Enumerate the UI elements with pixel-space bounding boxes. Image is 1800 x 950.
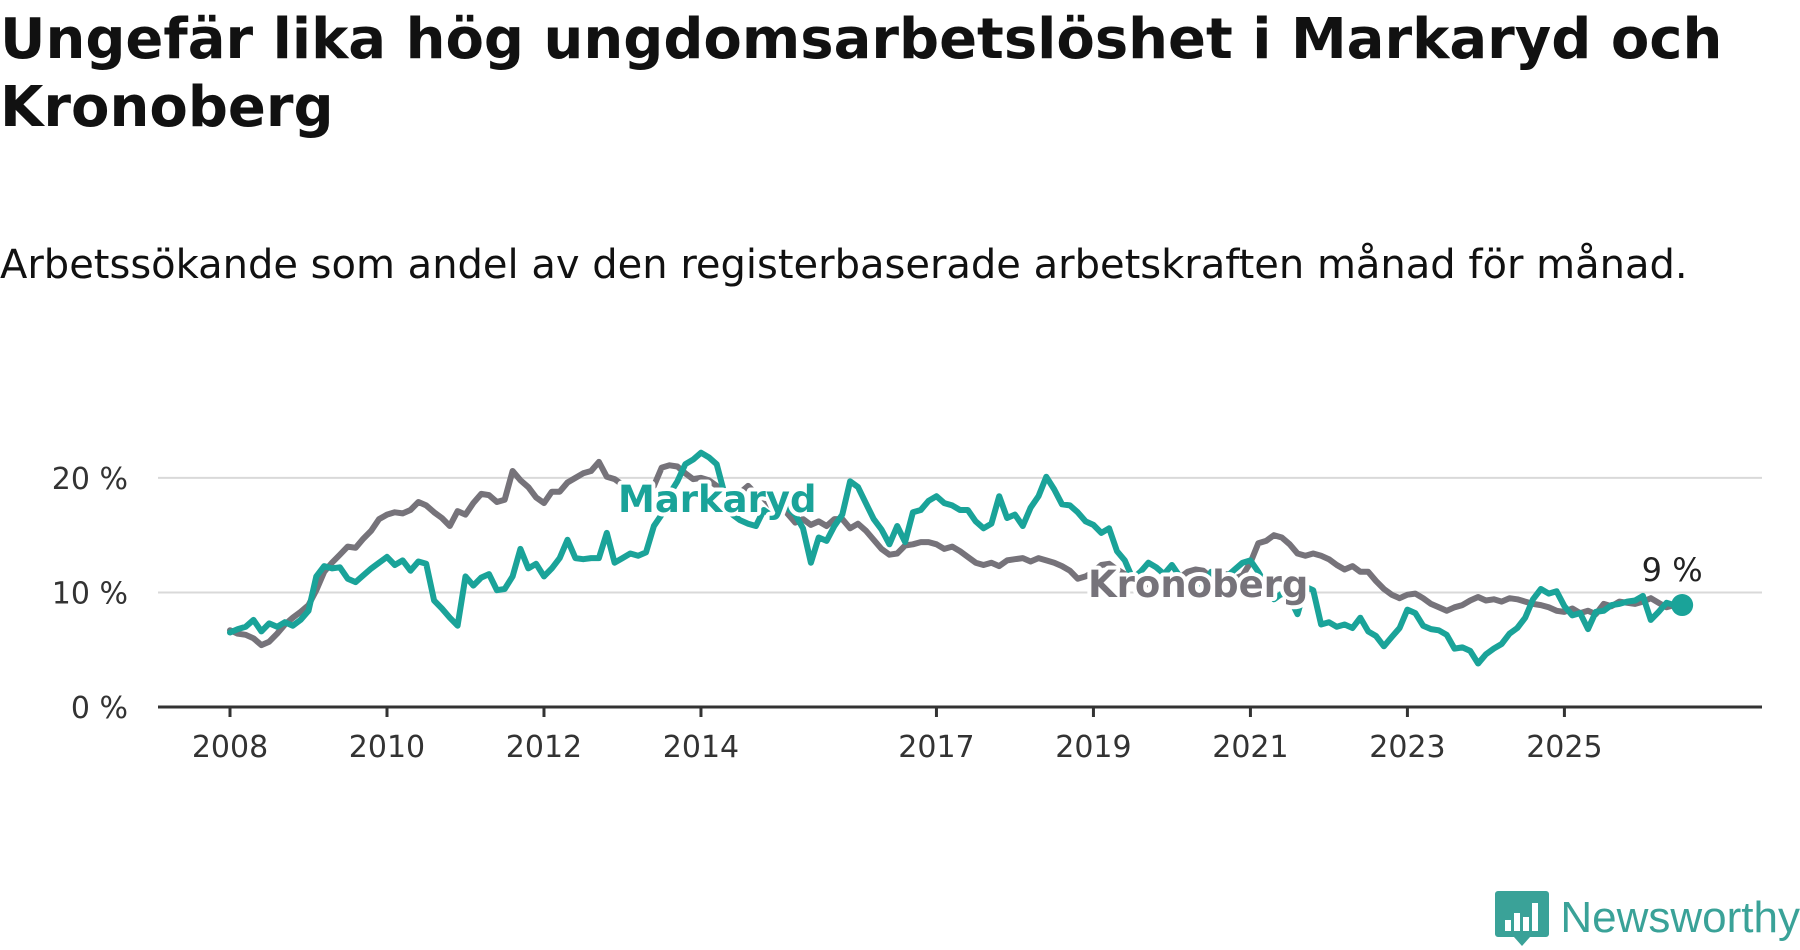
series-label-markaryd: Markaryd [618,478,816,521]
x-tick-label: 2017 [898,730,974,765]
gridlines [158,476,1762,594]
y-tick-label: 0 % [71,691,128,726]
series-label-kronoberg: Kronoberg [1088,563,1308,606]
endpoint-value-label: 9 % [1642,551,1703,589]
x-tick-label: 2014 [663,730,739,765]
x-tick-label: 2025 [1526,730,1602,765]
x-tick-label: 2010 [349,730,425,765]
endpoint-marker [1671,594,1694,617]
x-tick-label: 2021 [1212,730,1288,765]
x-tick-label: 2023 [1369,730,1445,765]
x-tick-label: 2008 [192,730,268,765]
x-tick-label: 2012 [506,730,582,765]
series-labels: 9 % Markaryd Kronoberg [614,474,1706,610]
newsworthy-wordmark: Newsworthy [1560,893,1800,942]
chart-title: Ungefär lika hög ungdomsarbetslöshet i M… [0,7,1723,140]
series-lines [227,449,1694,667]
series-line-kronoberg [227,458,1686,649]
series-line-markaryd [227,449,1686,667]
chart-subtitle: Arbetssökande som andel av den registerb… [0,242,1688,288]
newsworthy-logo: Newsworthy [1494,886,1800,950]
y-tick-label: 10 % [52,576,128,611]
x-axis: 2008 2010 2012 2014 2017 2019 2021 2023 2025 [158,705,1762,765]
y-tick-label: 20 % [52,462,128,497]
newsworthy-logo-icon [1495,891,1550,946]
x-tick-label: 2019 [1055,730,1131,765]
y-axis-tick-labels: 0 % 10 % 20 % [52,462,128,726]
